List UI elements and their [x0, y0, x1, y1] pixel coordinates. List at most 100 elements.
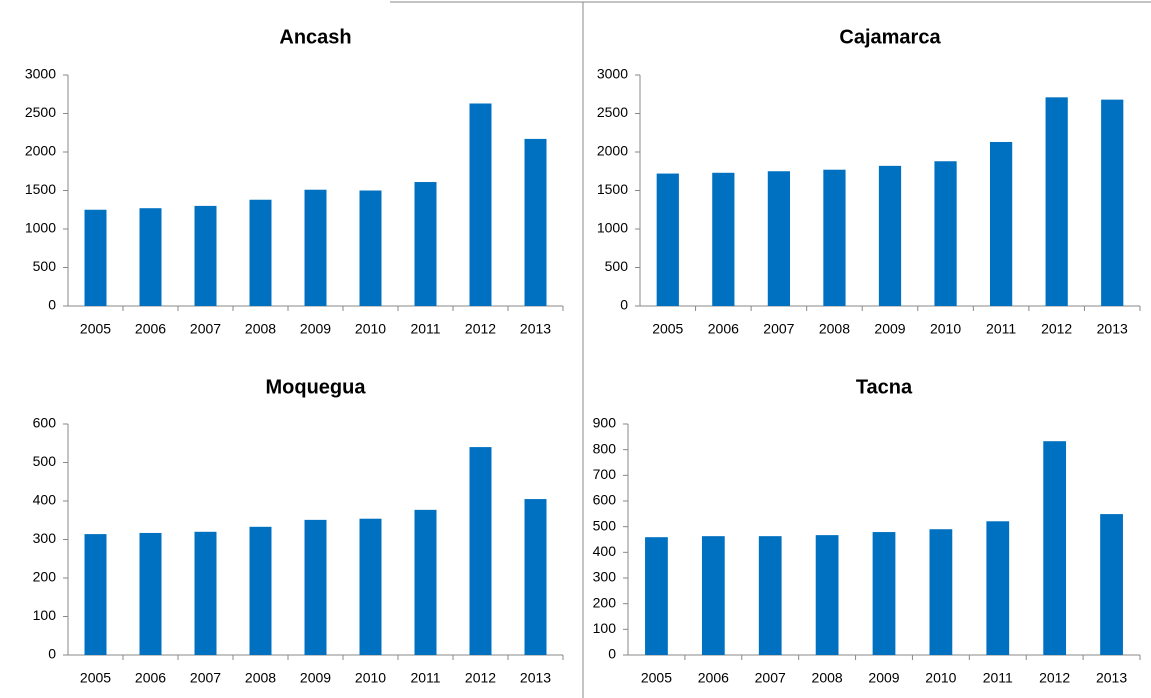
bar: [304, 189, 327, 306]
bar: [990, 141, 1013, 306]
bar: [139, 208, 162, 306]
x-tick-label: 2013: [1096, 670, 1127, 686]
bar: [249, 199, 272, 306]
bar: [414, 509, 437, 655]
y-tick-label: 700: [593, 466, 617, 482]
x-tick-label: 2007: [763, 321, 794, 337]
x-tick-label: 2010: [925, 670, 956, 686]
x-tick-label: 2006: [708, 321, 739, 337]
y-tick-label: 3000: [25, 66, 56, 82]
bar: [701, 536, 725, 655]
y-tick-label: 1500: [25, 181, 56, 197]
x-tick-label: 2012: [1041, 321, 1072, 337]
y-tick-label: 500: [33, 258, 57, 274]
bar: [758, 536, 782, 655]
x-tick-label: 2006: [135, 670, 166, 686]
y-tick-label: 2500: [25, 104, 56, 120]
y-tick-label: 0: [48, 646, 56, 662]
y-tick-label: 100: [593, 620, 617, 636]
bar: [84, 209, 107, 306]
y-tick-label: 2000: [25, 143, 56, 159]
x-tick-label: 2007: [190, 670, 221, 686]
x-tick-label: 2013: [520, 670, 551, 686]
y-tick-label: 600: [33, 415, 57, 431]
y-tick-label: 900: [593, 415, 617, 431]
bar: [524, 138, 547, 306]
bar: [823, 169, 846, 306]
x-tick-label: 2008: [819, 321, 850, 337]
y-tick-label: 1500: [597, 181, 628, 197]
x-tick-label: 2009: [300, 321, 331, 337]
x-tick-label: 2008: [245, 321, 276, 337]
bar: [872, 532, 896, 655]
bar: [414, 182, 437, 306]
x-tick-label: 2007: [755, 670, 786, 686]
y-tick-label: 0: [48, 297, 56, 313]
y-tick-label: 400: [33, 492, 57, 508]
x-tick-label: 2009: [300, 670, 331, 686]
y-tick-label: 200: [33, 569, 57, 585]
bar: [84, 534, 107, 655]
x-tick-label: 2011: [410, 321, 440, 337]
chart-title: Tacna: [856, 376, 913, 398]
bar: [767, 171, 790, 306]
bar: [645, 537, 668, 655]
x-tick-label: 2006: [698, 670, 729, 686]
bar: [656, 173, 679, 306]
bar: [934, 161, 957, 306]
bar: [249, 526, 272, 655]
y-tick-label: 600: [593, 492, 617, 508]
y-tick-label: 3000: [597, 66, 628, 82]
y-tick-label: 500: [33, 453, 57, 469]
x-tick-label: 2012: [465, 670, 496, 686]
y-tick-label: 500: [593, 517, 617, 533]
x-tick-label: 2010: [355, 321, 386, 337]
y-tick-label: 2500: [597, 104, 628, 120]
bar: [986, 521, 1010, 655]
x-tick-label: 2012: [1039, 670, 1070, 686]
bar: [1043, 441, 1067, 655]
bar: [194, 205, 217, 306]
bar: [1101, 99, 1124, 306]
x-tick-label: 2013: [1097, 321, 1128, 337]
y-tick-label: 300: [33, 530, 57, 546]
bar: [815, 535, 839, 655]
chart-title: Cajamarca: [839, 26, 941, 48]
y-tick-label: 2000: [597, 143, 628, 159]
x-tick-label: 2010: [355, 670, 386, 686]
x-tick-label: 2009: [868, 670, 899, 686]
y-tick-label: 500: [605, 258, 629, 274]
x-tick-label: 2005: [80, 670, 111, 686]
x-tick-label: 2008: [245, 670, 276, 686]
y-tick-label: 200: [593, 594, 617, 610]
x-tick-label: 2011: [410, 670, 440, 686]
x-tick-label: 2013: [520, 321, 551, 337]
bar: [1045, 97, 1068, 306]
x-tick-label: 2009: [874, 321, 905, 337]
x-tick-label: 2006: [135, 321, 166, 337]
chart-title: Ancash: [279, 26, 351, 48]
bar: [139, 532, 162, 655]
y-tick-label: 0: [608, 646, 616, 662]
x-tick-label: 2005: [80, 321, 111, 337]
bar: [524, 499, 547, 655]
bar: [878, 165, 902, 306]
bar: [359, 518, 382, 655]
x-tick-label: 2005: [641, 670, 672, 686]
x-tick-label: 2012: [465, 321, 496, 337]
bar: [929, 529, 953, 655]
bar: [194, 531, 217, 655]
x-tick-label: 2011: [983, 670, 1013, 686]
bar: [469, 103, 492, 307]
x-tick-label: 2007: [190, 321, 221, 337]
chart-title: Moquegua: [266, 376, 367, 398]
y-tick-label: 800: [593, 440, 617, 456]
y-tick-label: 400: [593, 543, 617, 559]
y-tick-label: 0: [620, 297, 628, 313]
bar: [359, 190, 382, 306]
x-tick-label: 2005: [652, 321, 683, 337]
bar: [469, 447, 492, 655]
x-tick-label: 2010: [930, 321, 961, 337]
bar: [1100, 514, 1123, 655]
